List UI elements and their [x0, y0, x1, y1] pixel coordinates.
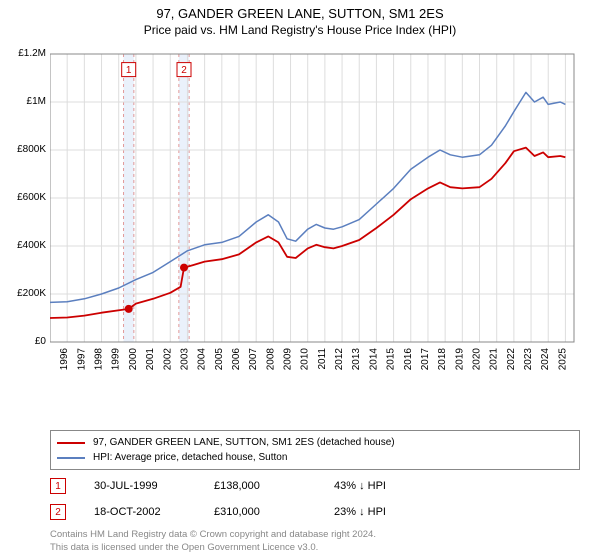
svg-text:2009: 2009: [283, 348, 294, 371]
svg-text:2013: 2013: [351, 348, 362, 371]
svg-text:2004: 2004: [197, 348, 208, 371]
y-tick-label: £200K: [0, 288, 46, 299]
chart-container: 97, GANDER GREEN LANE, SUTTON, SM1 2ES P…: [0, 0, 600, 560]
svg-text:2002: 2002: [162, 348, 173, 371]
y-tick-label: £800K: [0, 144, 46, 155]
title-sub: Price paid vs. HM Land Registry's House …: [0, 23, 600, 37]
svg-text:2021: 2021: [489, 348, 500, 371]
svg-text:2001: 2001: [145, 348, 156, 371]
sale-marker-icon: 1: [50, 478, 66, 494]
svg-text:2003: 2003: [179, 348, 190, 371]
svg-text:2023: 2023: [523, 348, 534, 371]
svg-text:1: 1: [126, 65, 132, 76]
sale-delta: 23% ↓ HPI: [334, 506, 454, 518]
y-tick-label: £1.2M: [0, 48, 46, 59]
legend-label: HPI: Average price, detached house, Sutt…: [93, 452, 287, 463]
legend-box: 97, GANDER GREEN LANE, SUTTON, SM1 2ES (…: [50, 430, 580, 470]
footer-line1: Contains HM Land Registry data © Crown c…: [50, 529, 376, 540]
y-tick-label: £600K: [0, 192, 46, 203]
y-tick-label: £400K: [0, 240, 46, 251]
svg-text:2019: 2019: [454, 348, 465, 371]
svg-text:1998: 1998: [94, 348, 105, 371]
sale-row: 2 18-OCT-2002 £310,000 23% ↓ HPI: [50, 502, 580, 522]
svg-text:2007: 2007: [248, 348, 259, 371]
sale-date: 30-JUL-1999: [94, 480, 214, 492]
svg-text:2015: 2015: [386, 348, 397, 371]
svg-text:2010: 2010: [300, 348, 311, 371]
svg-text:2018: 2018: [437, 348, 448, 371]
svg-text:2025: 2025: [557, 348, 568, 371]
sale-date: 18-OCT-2002: [94, 506, 214, 518]
svg-text:2000: 2000: [128, 348, 139, 371]
footer-line2: This data is licensed under the Open Gov…: [50, 542, 318, 553]
svg-text:2011: 2011: [317, 348, 328, 370]
legend-swatch: [57, 457, 85, 459]
y-tick-label: £0: [0, 336, 46, 347]
svg-text:2014: 2014: [368, 348, 379, 371]
legend-label: 97, GANDER GREEN LANE, SUTTON, SM1 2ES (…: [93, 437, 395, 448]
svg-text:2022: 2022: [506, 348, 517, 371]
svg-text:2017: 2017: [420, 348, 431, 371]
svg-text:2012: 2012: [334, 348, 345, 371]
title-block: 97, GANDER GREEN LANE, SUTTON, SM1 2ES P…: [0, 0, 600, 37]
title-main: 97, GANDER GREEN LANE, SUTTON, SM1 2ES: [0, 6, 600, 21]
price-chart: 1 2 1995 1996 1997 1998 1999 2000 2001 2002 2003 20…: [50, 48, 580, 388]
legend-swatch: [57, 442, 85, 444]
svg-text:2: 2: [181, 65, 187, 76]
y-tick-label: £1M: [0, 96, 46, 107]
sale-delta: 43% ↓ HPI: [334, 480, 454, 492]
sale-row: 1 30-JUL-1999 £138,000 43% ↓ HPI: [50, 476, 580, 496]
svg-text:2024: 2024: [540, 348, 551, 371]
svg-text:2020: 2020: [472, 348, 483, 371]
sale-marker-icon: 2: [50, 504, 66, 520]
svg-text:1999: 1999: [111, 348, 122, 371]
svg-text:2006: 2006: [231, 348, 242, 371]
svg-text:2008: 2008: [265, 348, 276, 371]
svg-text:2016: 2016: [403, 348, 414, 371]
legend-row: 97, GANDER GREEN LANE, SUTTON, SM1 2ES (…: [57, 435, 573, 450]
sale-price: £138,000: [214, 480, 334, 492]
svg-text:1996: 1996: [59, 348, 70, 371]
svg-text:1997: 1997: [76, 348, 87, 371]
footer-text: Contains HM Land Registry data © Crown c…: [50, 529, 376, 554]
svg-text:1995: 1995: [50, 348, 53, 371]
svg-text:2005: 2005: [214, 348, 225, 371]
sale-price: £310,000: [214, 506, 334, 518]
legend-row: HPI: Average price, detached house, Sutt…: [57, 450, 573, 465]
